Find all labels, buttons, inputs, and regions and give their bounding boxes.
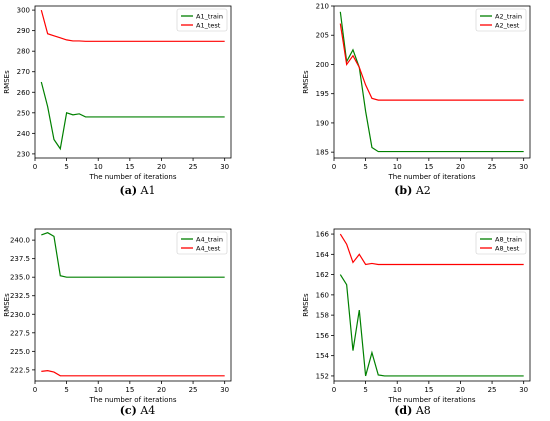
y-tick-label: 237.5 bbox=[10, 255, 30, 263]
x-tick-label: 5 bbox=[64, 386, 68, 394]
x-tick-label: 25 bbox=[488, 163, 497, 171]
series-line-a1-test bbox=[40, 9, 225, 42]
y-tick-label: 210 bbox=[316, 3, 329, 11]
y-tick-label: 160 bbox=[316, 291, 329, 299]
plot-frame bbox=[333, 228, 531, 382]
x-tick-label: 20 bbox=[157, 163, 166, 171]
x-tick-label: 20 bbox=[456, 386, 465, 394]
x-tick-label: 10 bbox=[393, 386, 402, 394]
y-tick-label: 164 bbox=[316, 251, 330, 259]
x-tick-label: 20 bbox=[456, 163, 465, 171]
series-line-a4-test bbox=[41, 370, 225, 377]
x-axis-label: The number of iterations bbox=[388, 396, 476, 404]
caption-a1: (a) A1 bbox=[119, 184, 156, 197]
y-tick-label: 162 bbox=[316, 271, 329, 279]
series-line-a2-test bbox=[339, 23, 524, 101]
chart-a4: 0 5 10 15 20 25 30 222.5 225.0 227.5 230.0 232.5 235… bbox=[3, 228, 232, 404]
legend-label: A8_test bbox=[495, 245, 520, 253]
caption-a4: (c) A4 bbox=[119, 404, 156, 417]
y-tick-label: 158 bbox=[316, 312, 329, 320]
x-tick-label: 0 bbox=[33, 386, 37, 394]
legend-label: A2_test bbox=[495, 22, 520, 30]
y-tick-label: 200 bbox=[316, 61, 329, 69]
x-tick-label: 30 bbox=[220, 386, 229, 394]
y-tick-label: 280 bbox=[17, 48, 30, 56]
y-tick-label: 270 bbox=[17, 68, 30, 76]
y-tick-label: 156 bbox=[316, 332, 330, 340]
x-tick-label: 30 bbox=[220, 163, 229, 171]
x-axis-label: The number of iterations bbox=[89, 396, 177, 404]
series-line-a8-train bbox=[339, 274, 524, 377]
x-tick-label: 15 bbox=[424, 163, 433, 171]
y-tick-label: 240 bbox=[17, 130, 30, 138]
y-tick-label: 290 bbox=[17, 27, 30, 35]
legend-label: A1_test bbox=[196, 22, 221, 30]
x-tick-label: 0 bbox=[332, 163, 336, 171]
y-tick-label: 227.5 bbox=[10, 329, 30, 337]
legend-label: A4_test bbox=[196, 245, 221, 253]
y-tick-label: 195 bbox=[316, 90, 329, 98]
y-tick-label: 190 bbox=[316, 119, 329, 127]
legend-label: A8_train bbox=[495, 236, 522, 244]
y-axis-label: RMSEs bbox=[302, 293, 310, 317]
series-line-a8-test bbox=[339, 233, 524, 266]
y-tick-label: 205 bbox=[316, 32, 329, 40]
x-tick-label: 5 bbox=[64, 163, 68, 171]
y-tick-label: 225.0 bbox=[10, 348, 30, 356]
chart-a8: 0 5 10 15 20 25 30 152 154 156 158 160 162 164 166 The … bbox=[302, 228, 531, 404]
y-tick-label: 240.0 bbox=[10, 237, 30, 245]
x-tick-label: 10 bbox=[94, 163, 103, 171]
y-tick-label: 230.0 bbox=[10, 311, 30, 319]
plot-frame bbox=[34, 5, 232, 159]
x-tick-label: 5 bbox=[363, 386, 367, 394]
legend-label: A2_train bbox=[495, 13, 522, 21]
x-tick-label: 10 bbox=[393, 163, 402, 171]
x-tick-label: 15 bbox=[125, 386, 134, 394]
y-tick-label: 230 bbox=[17, 150, 30, 158]
x-tick-label: 15 bbox=[125, 163, 134, 171]
x-axis-label: The number of iterations bbox=[89, 173, 177, 181]
y-tick-label: 166 bbox=[316, 231, 330, 239]
x-tick-label: 30 bbox=[519, 386, 528, 394]
y-tick-label: 235.0 bbox=[10, 274, 30, 282]
chart-a2: 0 5 10 15 20 25 30 185 190 195 200 205 210 The number… bbox=[302, 3, 531, 181]
x-tick-label: 25 bbox=[189, 163, 198, 171]
y-tick-label: 222.5 bbox=[10, 366, 30, 374]
y-tick-label: 185 bbox=[316, 149, 329, 157]
y-tick-label: 260 bbox=[17, 89, 30, 97]
y-axis-label: RMSEs bbox=[3, 293, 11, 317]
series-line-a2-train bbox=[339, 11, 524, 153]
x-tick-label: 30 bbox=[519, 163, 528, 171]
plot-frame bbox=[333, 5, 531, 159]
y-tick-label: 250 bbox=[17, 109, 30, 117]
plot-frame bbox=[34, 228, 232, 382]
x-tick-label: 15 bbox=[424, 386, 433, 394]
x-tick-label: 5 bbox=[363, 163, 367, 171]
caption-a8: (d) A8 bbox=[394, 404, 431, 417]
x-tick-label: 20 bbox=[157, 386, 166, 394]
x-tick-label: 0 bbox=[33, 163, 37, 171]
legend-label: A4_train bbox=[196, 236, 223, 244]
series-line-a1-train bbox=[40, 81, 225, 151]
y-tick-label: 154 bbox=[316, 352, 330, 360]
x-tick-label: 25 bbox=[189, 386, 198, 394]
y-tick-label: 300 bbox=[17, 7, 30, 15]
chart-a1: 0 5 10 15 20 25 30 230 240 250 260 270 280 290 300 The … bbox=[3, 5, 232, 181]
x-tick-label: 10 bbox=[94, 386, 103, 394]
legend-label: A1_train bbox=[196, 13, 223, 21]
y-axis-label: RMSEs bbox=[302, 70, 310, 94]
x-tick-label: 0 bbox=[332, 386, 336, 394]
y-tick-label: 232.5 bbox=[10, 292, 30, 300]
y-axis-label: RMSEs bbox=[3, 70, 11, 94]
x-tick-label: 25 bbox=[488, 386, 497, 394]
x-axis-label: The number of iterations bbox=[388, 173, 476, 181]
caption-a2: (b) A2 bbox=[394, 184, 431, 197]
y-tick-label: 152 bbox=[316, 372, 329, 380]
series-line-a4-train bbox=[41, 232, 225, 278]
